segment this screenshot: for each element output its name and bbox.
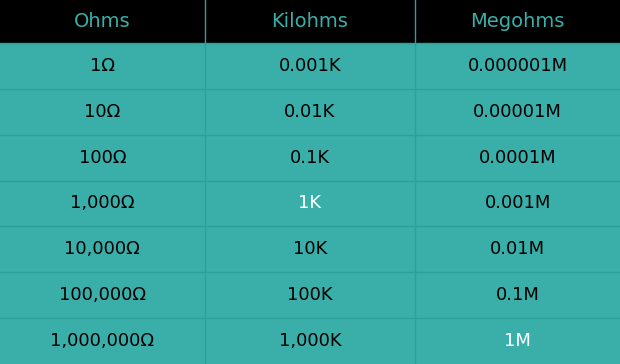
Text: 100K: 100K (287, 286, 333, 304)
Text: 1,000K: 1,000K (278, 332, 342, 350)
Text: 0.0001M: 0.0001M (479, 149, 557, 167)
Text: 0.001M: 0.001M (484, 194, 551, 213)
Bar (205, 43, 415, 89)
Text: 100Ω: 100Ω (79, 149, 126, 167)
Text: 0.1M: 0.1M (496, 286, 539, 304)
Bar (0, 272, 205, 318)
Text: 10Ω: 10Ω (84, 103, 120, 121)
Bar (205, 89, 415, 135)
Bar (0, 181, 205, 226)
Text: 1,000,000Ω: 1,000,000Ω (50, 332, 154, 350)
Bar (0, 226, 205, 272)
Bar (0, 135, 205, 181)
Bar (415, 89, 620, 135)
Bar (205, 226, 415, 272)
Text: Megohms: Megohms (471, 12, 565, 31)
Bar (415, 226, 620, 272)
Text: 0.01K: 0.01K (285, 103, 335, 121)
Text: 1Ω: 1Ω (90, 57, 115, 75)
Text: 0.001K: 0.001K (278, 57, 342, 75)
Text: 0.1K: 0.1K (290, 149, 330, 167)
Bar (415, 272, 620, 318)
Text: 1M: 1M (504, 332, 531, 350)
Text: 10,000Ω: 10,000Ω (64, 240, 140, 258)
Bar (0, 89, 205, 135)
Bar (0, 318, 205, 364)
Bar (415, 318, 620, 364)
Bar (0, 43, 205, 89)
Bar (205, 0, 415, 43)
Bar (205, 272, 415, 318)
Text: 1K: 1K (298, 194, 322, 213)
Text: 0.00001M: 0.00001M (473, 103, 562, 121)
Text: Kilohms: Kilohms (272, 12, 348, 31)
Text: 0.01M: 0.01M (490, 240, 545, 258)
Bar (205, 181, 415, 226)
Bar (205, 135, 415, 181)
Bar (415, 0, 620, 43)
Text: 1,000Ω: 1,000Ω (70, 194, 135, 213)
Text: Ohms: Ohms (74, 12, 131, 31)
Bar (0, 0, 205, 43)
Text: 10K: 10K (293, 240, 327, 258)
Bar (415, 181, 620, 226)
Text: 100,000Ω: 100,000Ω (59, 286, 146, 304)
Bar (205, 318, 415, 364)
Bar (415, 43, 620, 89)
Text: 0.000001M: 0.000001M (467, 57, 568, 75)
Bar (415, 135, 620, 181)
